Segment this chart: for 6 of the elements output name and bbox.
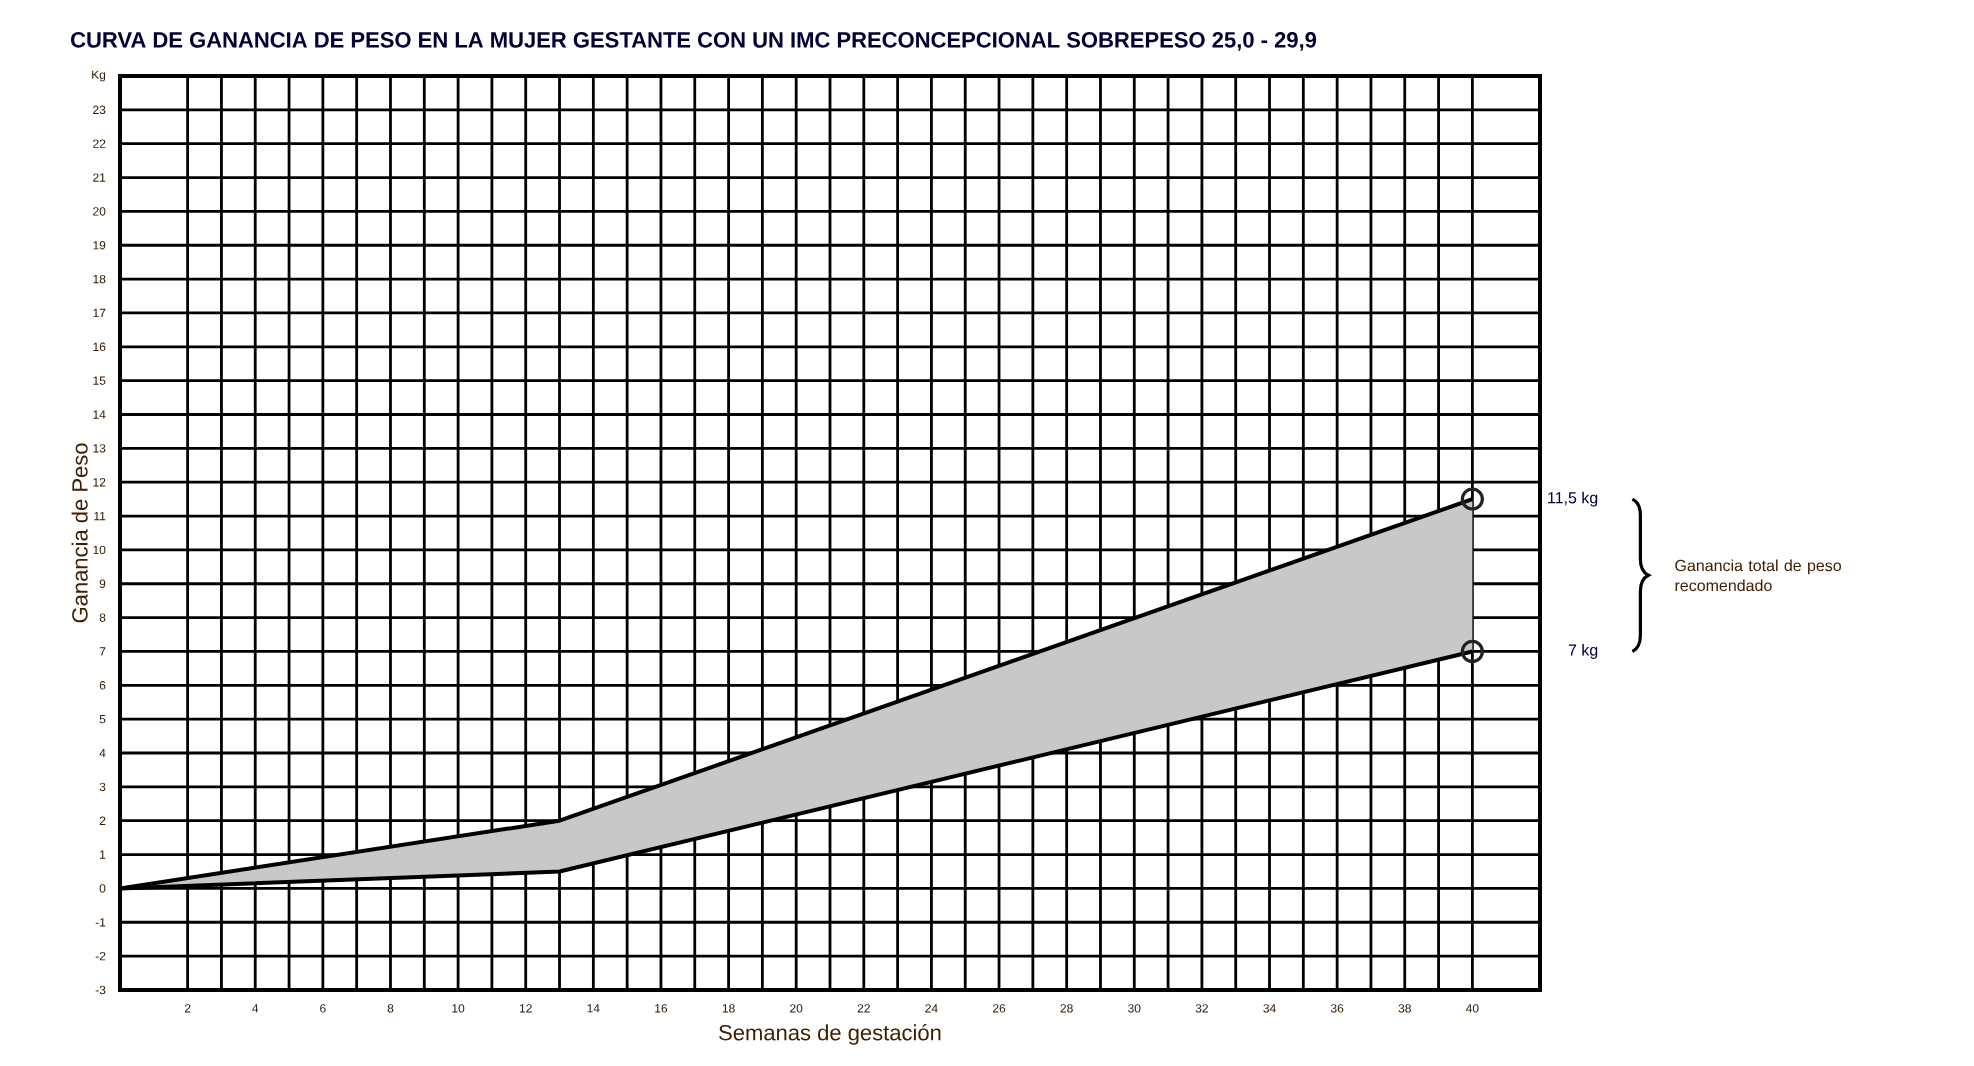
text: Ganancia total de peso recomendado [1675, 559, 1842, 592]
chart-title: CURVA DE GANANCIA DE PESO EN LA MUJER GESTANTE CON UN IMC PRECONCEPCIONAL SOBREPESO 25,0 - 29,9 [71, 32, 1317, 51]
x-axis-title: Semanas de gestación [719, 1024, 941, 1045]
y-axis-title: Ganancia de Peso [71, 443, 88, 623]
text: 7 kg [1568, 643, 1598, 659]
text: 11,5 kg [1548, 491, 1598, 507]
